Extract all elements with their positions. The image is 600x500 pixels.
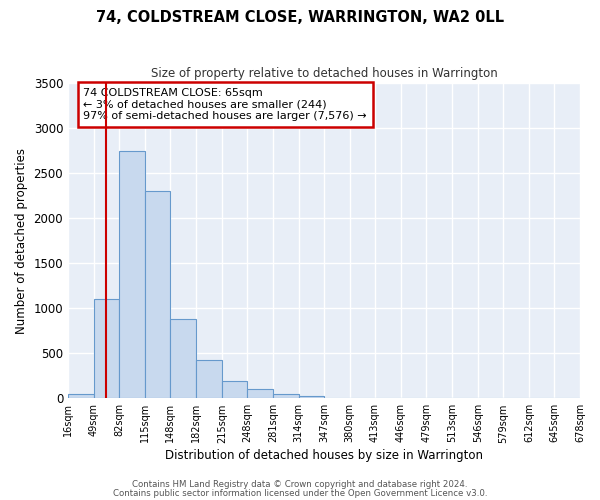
Text: 74, COLDSTREAM CLOSE, WARRINGTON, WA2 0LL: 74, COLDSTREAM CLOSE, WARRINGTON, WA2 0L… (96, 10, 504, 25)
Bar (196, 360, 222, 399)
Bar (299, 396, 324, 398)
Text: Contains public sector information licensed under the Open Government Licence v3: Contains public sector information licen… (113, 488, 487, 498)
Bar (119, 150, 145, 398)
Bar (273, 394, 299, 398)
Text: Contains HM Land Registry data © Crown copyright and database right 2024.: Contains HM Land Registry data © Crown c… (132, 480, 468, 489)
Bar (170, 319, 196, 398)
Bar (247, 390, 273, 398)
Bar (68, 394, 94, 398)
Bar (145, 191, 170, 398)
X-axis label: Distribution of detached houses by size in Warrington: Distribution of detached houses by size … (165, 450, 483, 462)
Text: 74 COLDSTREAM CLOSE: 65sqm
← 3% of detached houses are smaller (244)
97% of semi: 74 COLDSTREAM CLOSE: 65sqm ← 3% of detac… (83, 88, 367, 121)
Bar (94, 299, 119, 398)
Title: Size of property relative to detached houses in Warrington: Size of property relative to detached ho… (151, 68, 497, 80)
Y-axis label: Number of detached properties: Number of detached properties (15, 148, 28, 334)
Bar (222, 381, 247, 398)
